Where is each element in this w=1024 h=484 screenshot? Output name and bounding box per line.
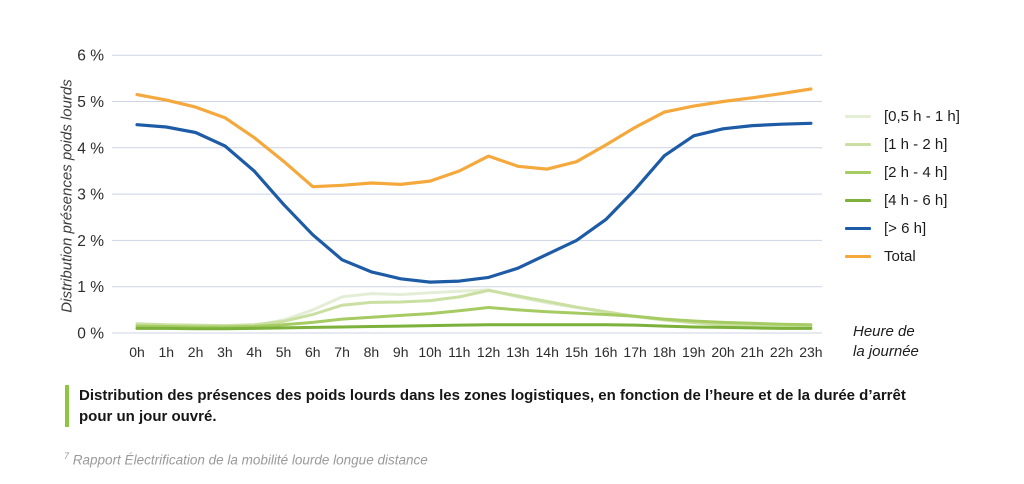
footnote-marker: 7 — [64, 451, 70, 461]
series-line-2 — [135, 306, 813, 329]
y-tick-label: 6 % — [77, 48, 104, 65]
legend-label: [> 6 h] — [884, 219, 927, 237]
legend-item: [0,5 h - 1 h] — [845, 102, 960, 130]
caption-text: Distribution des présences des poids lou… — [79, 385, 906, 427]
x-tick-label: 4h — [246, 344, 262, 360]
caption-line2: pour un jour ouvré. — [79, 408, 217, 425]
caption-accent-bar — [65, 385, 69, 427]
series-line-4 — [135, 121, 813, 284]
footnote: 7 Rapport Électrification de la mobilité… — [64, 451, 428, 468]
x-tick-label: 11h — [448, 344, 470, 360]
x-tick-label: 2h — [188, 344, 204, 360]
legend-item: [2 h - 4 h] — [845, 158, 960, 186]
legend-swatch — [845, 142, 871, 146]
legend-label: [4 h - 6 h] — [884, 191, 948, 209]
x-tick-label: 20h — [711, 344, 734, 360]
y-tick-label: 3 % — [77, 187, 104, 204]
chart-legend: [0,5 h - 1 h] [1 h - 2 h] [2 h - 4 h] [4 h … — [845, 102, 960, 270]
footnote-text: Rapport Électrification de la mobilité l… — [72, 452, 428, 468]
x-tick-label: 6h — [305, 344, 321, 360]
legend-swatch — [845, 226, 871, 230]
legend-swatch — [845, 170, 871, 174]
x-tick-label: 12h — [477, 344, 500, 360]
x-tick-label: 17h — [623, 344, 646, 360]
y-tick-label: 0 % — [77, 326, 104, 343]
legend-label: [2 h - 4 h] — [884, 163, 948, 181]
caption-line1: Distribution des présences des poids lou… — [79, 387, 906, 404]
x-tick-label: 22h — [770, 344, 793, 360]
x-tick-label: 10h — [418, 344, 441, 360]
x-tick-label: 15h — [565, 344, 588, 360]
legend-item: [1 h - 2 h] — [845, 130, 960, 158]
legend-swatch — [845, 114, 871, 118]
y-tick-label: 4 % — [77, 140, 104, 157]
y-tick-label: 1 % — [77, 279, 104, 296]
x-tick-label: 23h — [799, 344, 822, 360]
x-axis-title-line2: la journée — [853, 343, 919, 360]
y-tick-label: 5 % — [77, 94, 104, 111]
y-tick-label: 2 % — [77, 233, 104, 250]
x-tick-label: 13h — [506, 344, 529, 360]
legend-label: [1 h - 2 h] — [884, 135, 948, 153]
legend-swatch — [845, 254, 871, 258]
series-line-5 — [135, 87, 813, 189]
legend-label: Total — [884, 247, 916, 265]
legend-label: [0,5 h - 1 h] — [884, 107, 960, 125]
x-axis-title-line1: Heure de — [853, 323, 915, 340]
figure-caption: Distribution des présences des poids lou… — [65, 385, 906, 427]
x-tick-label: 14h — [536, 344, 559, 360]
x-axis-title: Heure de la journée — [853, 322, 919, 362]
x-tick-label: 9h — [393, 344, 409, 360]
x-tick-label: 18h — [653, 344, 676, 360]
legend-item: [> 6 h] — [845, 214, 960, 242]
x-tick-label: 16h — [594, 344, 617, 360]
x-tick-label: 1h — [159, 344, 175, 360]
legend-swatch — [845, 198, 871, 202]
x-tick-label: 8h — [364, 344, 380, 360]
x-tick-label: 19h — [682, 344, 705, 360]
x-tick-label: 0h — [129, 344, 145, 360]
line-chart: 0 % 1 % 2 % 3 % 4 % 5 % 6 % 0h 1h 2h 3h 4h 5h 6h 7h 8h 9… — [77, 48, 822, 360]
x-tick-label: 3h — [217, 344, 233, 360]
series-line-3 — [135, 323, 813, 331]
series-line-1 — [135, 288, 813, 329]
legend-item: Total — [845, 242, 960, 270]
x-tick-label: 7h — [334, 344, 350, 360]
legend-item: [4 h - 6 h] — [845, 186, 960, 214]
x-tick-label: 21h — [741, 344, 764, 360]
x-tick-label: 5h — [276, 344, 292, 360]
